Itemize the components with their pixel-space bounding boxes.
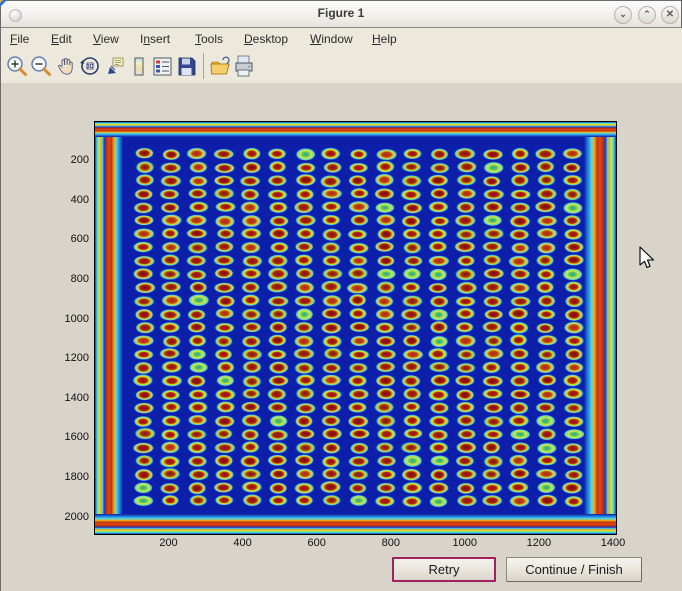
svg-text:3D: 3D: [86, 64, 93, 70]
